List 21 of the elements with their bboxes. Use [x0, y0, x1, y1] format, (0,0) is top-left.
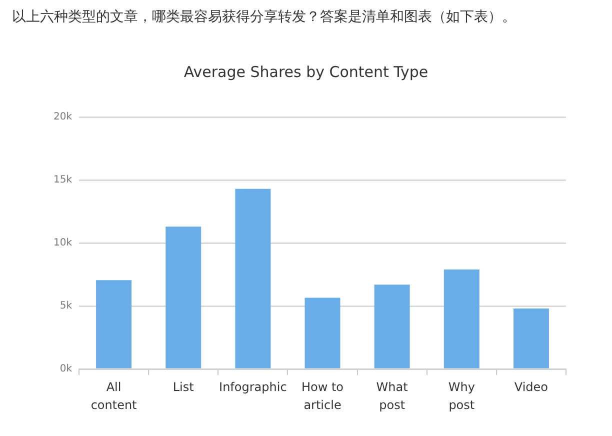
x-tick-label: Why post — [448, 380, 475, 412]
bar — [304, 298, 340, 368]
y-tick-label: 10k — [53, 238, 72, 249]
bar — [374, 284, 410, 368]
bar — [444, 269, 480, 368]
x-tick-label: Infographic — [219, 380, 287, 394]
text: 以上六种类型的文章，哪类最容易获得分享转发？答案是清单和图表（如下表）。 — [12, 8, 516, 26]
x-tick-label: List — [172, 380, 194, 394]
x-tick-label: How to article — [301, 380, 344, 412]
x-tick-label: Video — [514, 380, 548, 394]
y-tick-label: 5k — [60, 300, 72, 312]
x-tick-label: What post — [376, 380, 408, 412]
bar — [96, 280, 132, 368]
bar — [235, 188, 271, 368]
x-tick-label: All content — [90, 380, 138, 412]
chart-title: Average Shares by Content Type — [184, 62, 428, 81]
y-tick-label: 20k — [53, 112, 72, 123]
y-tick-label: 15k — [53, 174, 72, 186]
y-tick-label: 0k — [60, 364, 72, 375]
bar — [513, 308, 549, 368]
bar — [166, 226, 202, 368]
